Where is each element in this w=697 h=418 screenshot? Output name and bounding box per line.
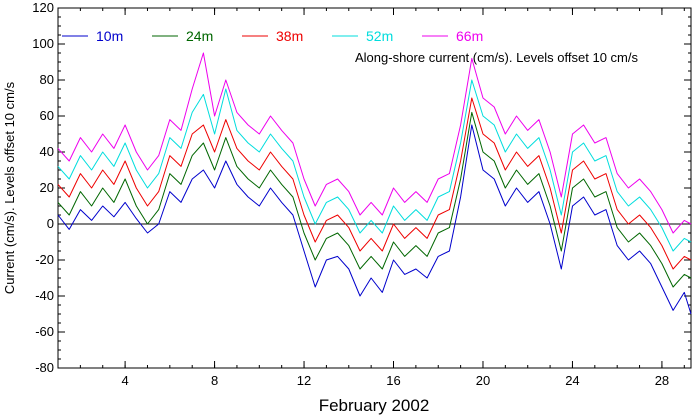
y-tick-label: -20 — [35, 252, 54, 267]
y-axis-title: Current (cm/s). Levels offset 10 cm/s — [2, 81, 17, 294]
x-tick-label: 20 — [476, 373, 490, 388]
x-tick-label: 12 — [297, 373, 311, 388]
y-tick-label: 60 — [40, 108, 54, 123]
series-line-66m — [57, 52, 692, 234]
legend-label-38m: 38m — [276, 28, 303, 44]
y-tick-label: 40 — [40, 144, 54, 159]
y-axis-ticks: -80 -60 -40 -20 0 20 40 60 80 100 120 — [32, 0, 691, 375]
y-tick-label: 100 — [32, 36, 54, 51]
legend: 10m 24m 38m 52m 66m — [62, 28, 483, 44]
y-tick-label: 0 — [47, 216, 54, 231]
y-tick-label: 20 — [40, 180, 54, 195]
series-line-52m — [57, 79, 692, 252]
legend-label-66m: 66m — [456, 28, 483, 44]
series-lines — [57, 52, 692, 315]
y-tick-label: -60 — [35, 324, 54, 339]
x-tick-label: 16 — [386, 373, 400, 388]
legend-label-10m: 10m — [96, 28, 123, 44]
x-tick-label: 24 — [565, 373, 579, 388]
series-line-38m — [57, 97, 692, 270]
x-axis-title: February 2002 — [319, 396, 430, 415]
x-tick-label: 28 — [655, 373, 669, 388]
x-tick-label: 4 — [121, 373, 128, 388]
y-tick-label: 120 — [32, 0, 54, 15]
x-axis-ticks: 4 8 12 16 20 24 28 — [121, 8, 669, 388]
legend-label-52m: 52m — [366, 28, 393, 44]
series-line-24m — [57, 111, 692, 288]
y-tick-label: 80 — [40, 72, 54, 87]
series-line-10m — [57, 124, 692, 315]
y-tick-label: -40 — [35, 288, 54, 303]
y-tick-label: -80 — [35, 360, 54, 375]
chart-annotation: Along-shore current (cm/s). Levels offse… — [355, 50, 638, 65]
legend-label-24m: 24m — [186, 28, 213, 44]
x-tick-label: 8 — [211, 373, 218, 388]
